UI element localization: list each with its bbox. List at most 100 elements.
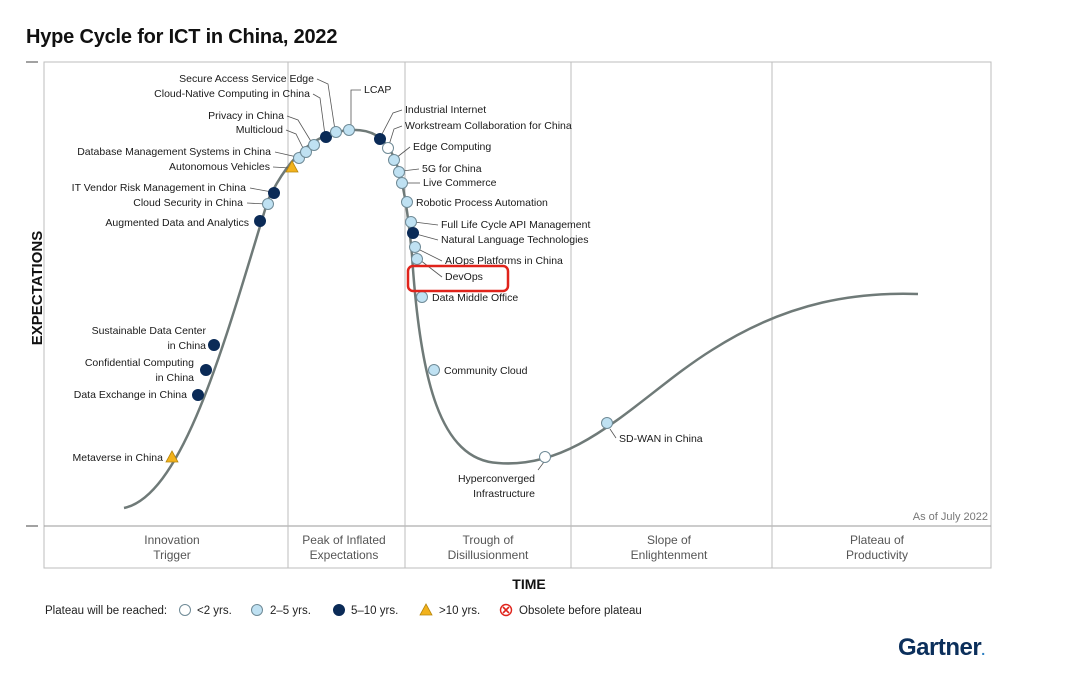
technology-marker	[330, 126, 342, 138]
leader-line	[415, 233, 439, 241]
phase-label: Expectations	[310, 548, 379, 562]
legend-item-label: 2–5 yrs.	[270, 605, 311, 617]
technology-label: IT Vendor Risk Management in China	[72, 182, 246, 194]
chart-title: Hype Cycle for ICT in China, 2022	[26, 26, 338, 48]
legend-item-label: >10 yrs.	[439, 605, 480, 617]
leader-line	[419, 259, 443, 278]
phase-label: Enlightenment	[631, 548, 708, 562]
phase-label: Plateau of	[850, 533, 905, 547]
y-axis-label: EXPECTATIONS	[29, 231, 46, 345]
technology-label: Infrastructure	[473, 488, 535, 500]
technology-label: Privacy in China	[208, 110, 284, 122]
technology-marker	[396, 177, 408, 189]
technology-label: 5G for China	[422, 163, 482, 175]
technology-marker	[268, 187, 280, 199]
phase-label: Innovation	[144, 533, 199, 547]
legend-marker	[499, 603, 513, 617]
legend-item-label: 5–10 yrs.	[351, 605, 398, 617]
legend-item-label: <2 yrs.	[197, 605, 232, 617]
technology-label: in China	[155, 372, 194, 384]
x-axis-label: TIME	[512, 576, 545, 592]
technology-label: Cloud Security in China	[133, 197, 243, 209]
technology-markers	[165, 78, 617, 471]
technology-marker	[254, 215, 266, 227]
technology-marker	[192, 389, 204, 401]
technology-marker	[416, 291, 428, 303]
technology-marker	[343, 124, 355, 136]
technology-label: Edge Computing	[413, 141, 491, 153]
legend-item-label: Obsolete before plateau	[519, 605, 642, 617]
technology-marker	[407, 227, 419, 239]
technology-label: Secure Access Service Edge	[179, 73, 314, 85]
technology-marker	[405, 216, 417, 228]
technology-marker	[300, 146, 312, 158]
technology-label: Database Management Systems in China	[77, 146, 271, 158]
technology-marker	[411, 253, 423, 265]
technology-marker	[208, 339, 220, 351]
leader-line	[537, 461, 545, 471]
technology-label: AIOps Platforms in China	[445, 255, 563, 267]
plot-border	[43, 61, 992, 569]
leader-line	[285, 129, 305, 151]
as-of-note: As of July 2022	[913, 511, 988, 523]
phase-label: Trough of	[463, 533, 515, 547]
x-cross	[502, 606, 510, 614]
technology-label: Multicloud	[236, 124, 283, 136]
leader-line	[417, 248, 443, 262]
technology-label: Industrial Internet	[405, 104, 486, 116]
technology-marker	[401, 196, 413, 208]
legend: Plateau will be reached: <2 yrs. 2–5 yrs. 5…	[45, 603, 642, 617]
technology-label: Live Commerce	[423, 177, 497, 189]
technology-label: Autonomous Vehicles	[169, 161, 270, 173]
technology-label: LCAP	[364, 84, 391, 96]
legend-marker	[179, 604, 191, 616]
technology-marker	[409, 241, 421, 253]
leader-line	[388, 125, 403, 146]
technology-label: Robotic Process Automation	[416, 197, 548, 209]
technology-marker	[262, 198, 274, 210]
technology-label: in China	[167, 340, 206, 352]
technology-marker	[428, 364, 440, 376]
technology-label: Cloud-Native Computing in China	[154, 88, 310, 100]
phase-label: Trigger	[153, 548, 191, 562]
legend-marker	[333, 604, 345, 616]
highlight-box	[406, 264, 510, 293]
technology-marker	[601, 417, 613, 429]
technology-label: DevOps	[445, 271, 483, 283]
technology-label: Metaverse in China	[73, 452, 164, 464]
technology-marker	[285, 160, 299, 173]
technology-label: Data Exchange in China	[74, 389, 187, 401]
leader-line	[350, 89, 361, 127]
technology-label: Community Cloud	[444, 365, 528, 377]
technology-label: Full Life Cycle API Management	[441, 219, 590, 231]
leader-line	[380, 109, 403, 137]
gartner-logo: Gartner.	[898, 634, 985, 661]
leader-line	[413, 221, 439, 226]
legend-marker	[251, 604, 263, 616]
phase-label: Disillusionment	[448, 548, 529, 562]
technology-label: Natural Language Technologies	[441, 234, 589, 246]
technology-label: SD-WAN in China	[619, 433, 703, 445]
phase-label: Productivity	[846, 548, 908, 562]
hype-curve-line	[123, 128, 919, 510]
technology-marker	[374, 133, 386, 145]
technology-marker	[320, 131, 332, 143]
technology-label: Augmented Data and Analytics	[105, 217, 249, 229]
leader-line	[609, 428, 617, 439]
technology-marker	[393, 166, 405, 178]
technology-marker	[388, 154, 400, 166]
phase-label: Slope of	[647, 533, 692, 547]
leader-line	[312, 93, 326, 136]
phase-label: Peak of Inflated	[302, 533, 385, 547]
chart-text: Metaverse in China Data Exchange in China…	[29, 73, 988, 617]
technology-marker	[165, 450, 179, 463]
technology-label: Data Middle Office	[432, 292, 518, 304]
technology-label: Workstream Collaboration for China	[405, 120, 572, 132]
leader-line	[316, 78, 336, 131]
technology-marker	[382, 142, 394, 154]
legend-marker	[419, 603, 433, 616]
hype-curve	[123, 128, 919, 510]
chart-frame	[26, 61, 992, 569]
technology-label: Hyperconverged	[458, 473, 535, 485]
